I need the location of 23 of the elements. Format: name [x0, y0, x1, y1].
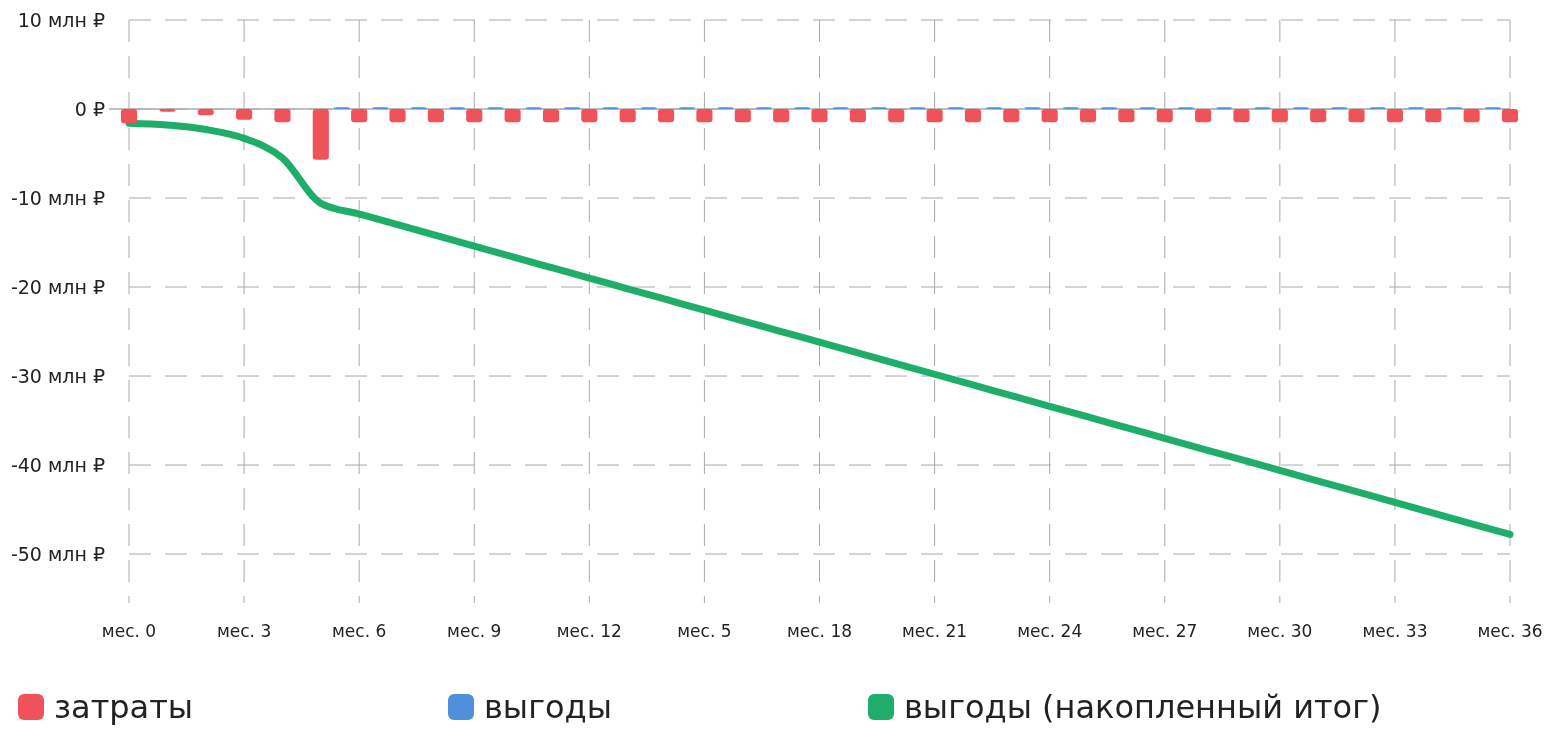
- y-tick-label: -50 млн ₽: [10, 542, 105, 565]
- y-tick-label: 10 млн ₽: [17, 8, 105, 31]
- x-tick-label: мес. 27: [1132, 621, 1198, 641]
- y-tick-label: 0 ₽: [74, 97, 105, 120]
- x-tick-label: мес. 24: [1017, 621, 1083, 641]
- legend-label: выгоды (накопленный итог): [904, 688, 1382, 727]
- x-tick-label: мес. 3: [216, 621, 272, 641]
- legend-label: выгоды: [484, 688, 612, 727]
- legend-label: затраты: [54, 688, 194, 727]
- x-tick-label: мес. 9: [447, 621, 502, 641]
- x-tick-label: мес. 5: [677, 621, 732, 641]
- x-tick-label: мес. 18: [786, 621, 853, 641]
- y-tick-label: -20 млн ₽: [10, 275, 105, 298]
- y-tick-label: -30 млн ₽: [10, 364, 105, 387]
- x-tick-label: мес. 12: [556, 621, 622, 641]
- x-tick-label: мес. 6: [332, 621, 387, 641]
- y-tick-label: -10 млн ₽: [10, 186, 105, 209]
- x-tick-label: мес. 36: [1477, 621, 1543, 641]
- x-tick-label: мес. 33: [1362, 621, 1428, 641]
- y-tick-label: -40 млн ₽: [10, 453, 105, 476]
- x-tick-label: мес. 30: [1247, 621, 1313, 641]
- x-tick-label: мес. 0: [101, 621, 157, 641]
- x-tick-label: мес. 21: [902, 621, 968, 641]
